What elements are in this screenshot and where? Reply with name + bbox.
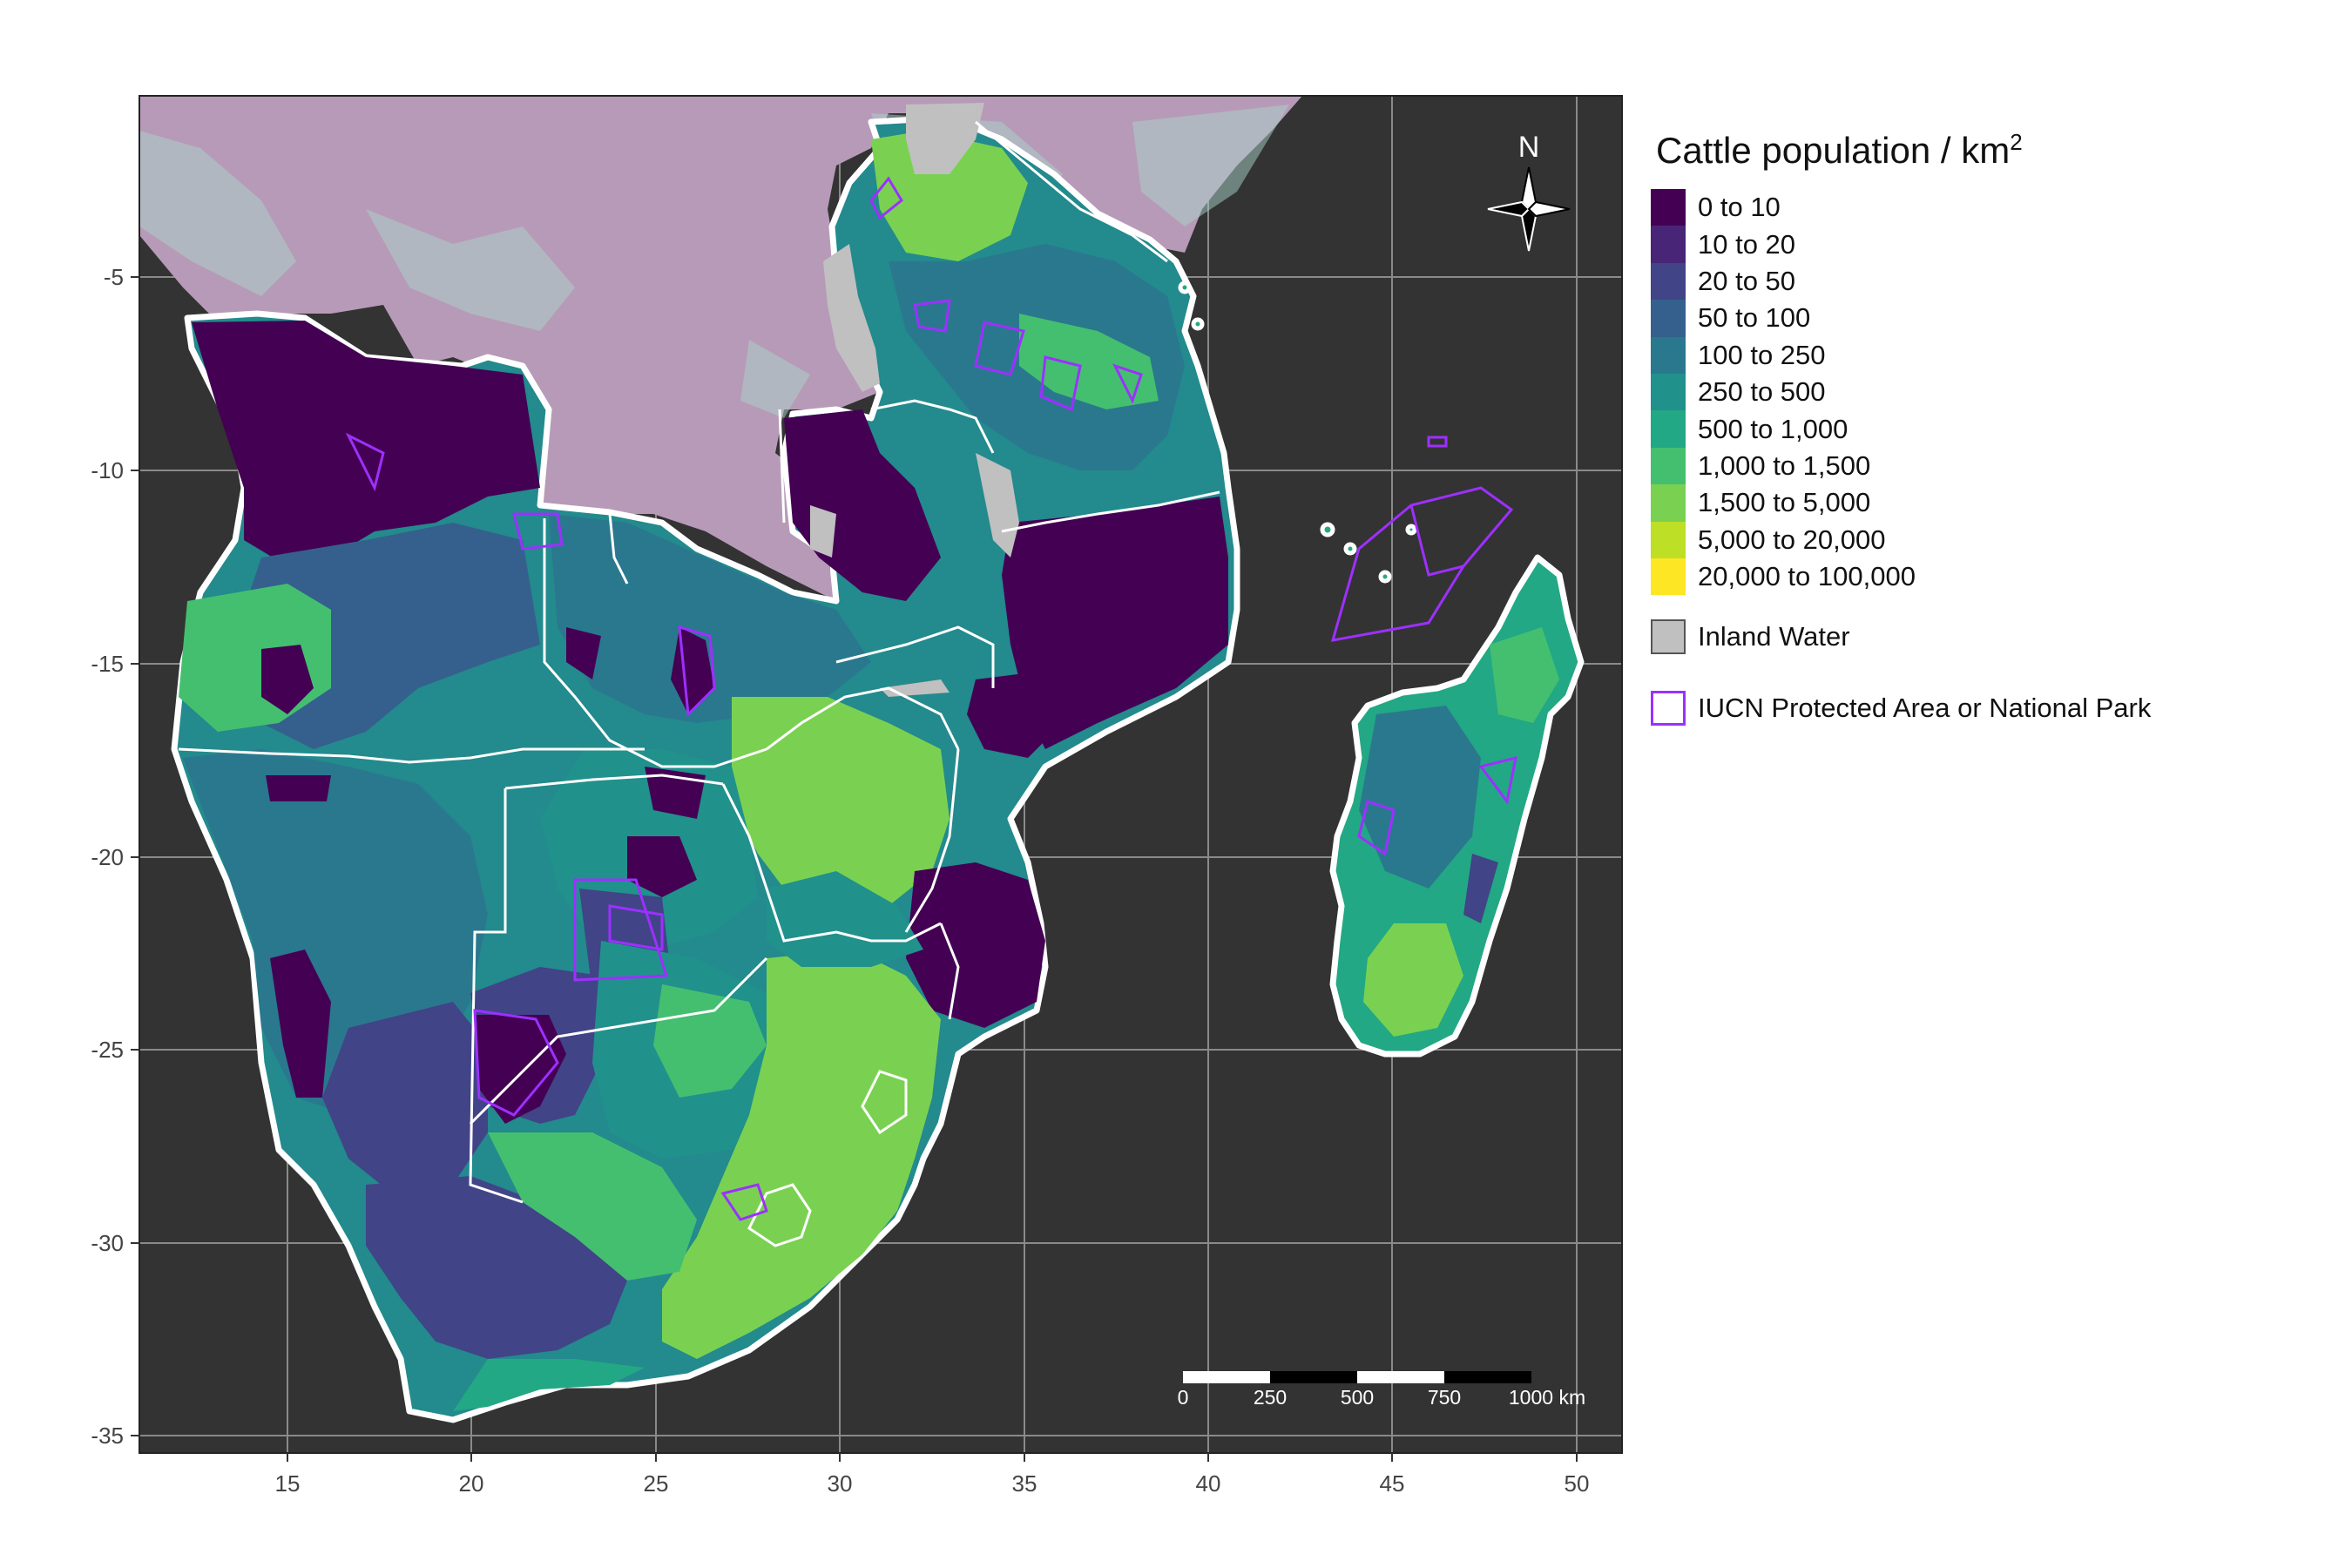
- x-tick-label: 40: [1196, 1470, 1221, 1497]
- legend-label: 100 to 250: [1698, 339, 1826, 370]
- legend-item: 20,000 to 100,000: [1651, 558, 2313, 596]
- legend-item: 100 to 250: [1651, 336, 2313, 374]
- legend-item: 5,000 to 20,000: [1651, 521, 2313, 558]
- legend-swatch: [1651, 521, 1686, 558]
- axis-ticks: [131, 276, 1578, 1462]
- legend-item: 500 to 1,000: [1651, 410, 2313, 448]
- x-tick-label: 25: [644, 1470, 669, 1497]
- legend-swatch: [1651, 300, 1686, 337]
- comoros-islands: [1178, 280, 1417, 584]
- legend-title: Cattle population / km2: [1656, 129, 2023, 171]
- masked-region: [139, 96, 1302, 601]
- y-tick-label: -10: [91, 457, 124, 483]
- y-tick-label: -20: [91, 844, 124, 870]
- scale-label: 1000 km: [1509, 1386, 1585, 1409]
- x-tick-label: 20: [459, 1470, 484, 1497]
- legend-swatch: [1651, 226, 1686, 263]
- legend-label: 20,000 to 100,000: [1698, 561, 1916, 592]
- legend-label: 50 to 100: [1698, 302, 1811, 334]
- protected-areas: [345, 176, 1517, 1221]
- legend: Cattle population / km2 0 to 10 10 to 20…: [1651, 129, 2313, 727]
- x-tick-label: 15: [275, 1470, 301, 1497]
- y-tick-label: -15: [91, 651, 124, 677]
- legend-label: 250 to 500: [1698, 376, 1826, 408]
- legend-item: 1,500 to 5,000: [1651, 484, 2313, 522]
- legend-swatch: [1651, 410, 1686, 448]
- legend-label: 0 to 10: [1698, 192, 1781, 223]
- x-tick-label: 35: [1012, 1470, 1037, 1497]
- y-tick-label: -30: [91, 1230, 124, 1256]
- scale-label: 750: [1428, 1386, 1461, 1409]
- x-tick-label: 30: [828, 1470, 853, 1497]
- y-tick-label: -5: [104, 264, 124, 290]
- legend-item: 1,000 to 1,500: [1651, 447, 2313, 485]
- x-tick-label: 50: [1565, 1470, 1590, 1497]
- legend-item: 20 to 50: [1651, 262, 2313, 301]
- density-raster: [179, 131, 1228, 1411]
- legend-swatch: [1651, 484, 1686, 522]
- legend-classes: 0 to 10 10 to 20 20 to 50 50 to 100 100 …: [1651, 189, 2313, 596]
- legend-label: 10 to 20: [1698, 228, 1796, 260]
- legend-swatch: [1651, 262, 1686, 301]
- legend-item: 0 to 10: [1651, 189, 2313, 226]
- x-tick-label: 45: [1380, 1470, 1405, 1497]
- water-swatch: [1651, 619, 1686, 655]
- y-tick-label: -35: [91, 1423, 124, 1449]
- legend-water-item: Inland Water: [1651, 619, 2313, 655]
- scale-label: 0: [1178, 1386, 1189, 1409]
- legend-protected-label: IUCN Protected Area or National Park: [1698, 693, 2152, 724]
- protected-area-swatch: [1651, 691, 1686, 727]
- scale-bar: 0 250 500 750 1000 km: [1178, 1371, 1585, 1409]
- legend-item: 250 to 500: [1651, 373, 2313, 411]
- legend-swatch: [1651, 336, 1686, 374]
- legend-label: 1,000 to 1,500: [1698, 449, 1871, 481]
- legend-water-label: Inland Water: [1698, 621, 1850, 652]
- north-label: N: [1518, 131, 1540, 164]
- scale-label: 500: [1341, 1386, 1374, 1409]
- y-tick-label: -25: [91, 1037, 124, 1063]
- scale-label: 250: [1254, 1386, 1287, 1409]
- legend-label: 20 to 50: [1698, 265, 1796, 296]
- legend-swatch: [1651, 189, 1686, 226]
- madagascar-raster: [1359, 627, 1559, 1037]
- legend-swatch: [1651, 447, 1686, 485]
- legend-swatch: [1651, 373, 1686, 411]
- legend-item: 10 to 20: [1651, 226, 2313, 263]
- map-panel-border: [139, 95, 1623, 1454]
- legend-label: 5,000 to 20,000: [1698, 524, 1886, 555]
- legend-swatch: [1651, 558, 1686, 596]
- legend-item: 50 to 100: [1651, 300, 2313, 337]
- legend-label: 500 to 1,000: [1698, 413, 1848, 444]
- country-borders: [178, 120, 1220, 1247]
- legend-label: 1,500 to 5,000: [1698, 487, 1871, 518]
- legend-protected-item: IUCN Protected Area or National Park: [1651, 691, 2313, 727]
- north-arrow: N: [1487, 131, 1571, 252]
